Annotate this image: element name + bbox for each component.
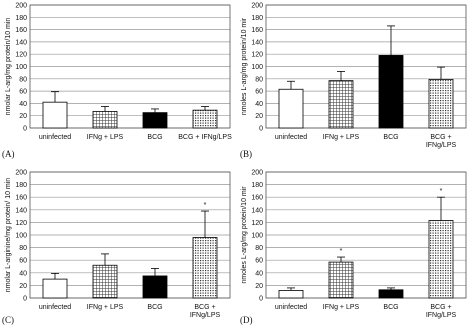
bar	[428, 220, 454, 299]
panel-label: (B)	[240, 149, 252, 159]
plot-frame	[29, 4, 231, 129]
x-tick-label: uninfected	[39, 304, 71, 311]
y-tick-label: 180	[251, 15, 263, 22]
panel-label: (D)	[240, 315, 253, 325]
y-tick-label: 180	[15, 15, 27, 22]
y-tick-label: 140	[251, 207, 263, 214]
y-tick-label: 20	[255, 283, 263, 290]
y-tick-label: 120	[251, 220, 263, 227]
y-tick-label: 100	[251, 64, 263, 71]
bar	[192, 237, 218, 299]
bar	[192, 109, 218, 129]
x-tick-label: uninfected	[39, 134, 71, 141]
bar	[42, 101, 68, 129]
y-axis-label: nmoles L-arg/mg protein/10 mir	[241, 17, 248, 115]
panel-label: (C)	[2, 315, 14, 325]
y-tick-label: 80	[255, 245, 263, 252]
x-tick-label: BCG + IFNg/LPS	[190, 304, 221, 319]
plot-frame	[265, 4, 467, 129]
significance-mark: *	[204, 202, 207, 209]
y-tick-label: 140	[15, 39, 27, 46]
y-tick-label: 200	[251, 170, 263, 177]
y-tick-label: 180	[251, 182, 263, 189]
y-tick-label: 120	[15, 52, 27, 59]
y-tick-label: 140	[15, 207, 27, 214]
bar	[278, 88, 304, 129]
y-tick-label: 60	[255, 89, 263, 96]
bar	[428, 79, 454, 129]
panel-label: (A)	[2, 149, 15, 159]
y-tick-label: 80	[19, 245, 27, 252]
x-tick-label: BCG + IFNg/LPS	[426, 134, 457, 149]
x-tick-label: uninfected	[275, 304, 307, 311]
bar	[92, 264, 118, 299]
x-tick-label: IFNg + LPS	[323, 304, 360, 311]
y-tick-label: 0	[259, 126, 263, 133]
y-tick-label: 120	[251, 52, 263, 59]
bar	[142, 112, 168, 129]
y-tick-label: 100	[15, 233, 27, 240]
y-tick-label: 160	[251, 27, 263, 34]
y-tick-label: 40	[255, 270, 263, 277]
y-tick-label: 200	[251, 3, 263, 10]
y-tick-label: 0	[259, 296, 263, 303]
y-tick-label: 140	[251, 39, 263, 46]
y-tick-label: 120	[15, 220, 27, 227]
x-tick-label: BCG	[383, 134, 398, 141]
bar	[328, 80, 354, 129]
significance-mark: *	[340, 248, 343, 255]
y-tick-label: 100	[251, 233, 263, 240]
x-tick-label: IFNg + LPS	[87, 304, 124, 311]
x-tick-label: uninfected	[275, 134, 307, 141]
y-tick-label: 20	[19, 113, 27, 120]
bar	[328, 261, 354, 299]
y-tick-label: 80	[255, 76, 263, 83]
significance-mark: *	[440, 188, 443, 195]
x-tick-label: BCG	[147, 134, 162, 141]
y-tick-label: 100	[15, 64, 27, 71]
y-axis-label: nmolar L-arg/mg protein/10 min	[5, 18, 12, 116]
y-tick-label: 200	[15, 170, 27, 177]
bar	[378, 289, 404, 299]
y-tick-label: 200	[15, 3, 27, 10]
y-tick-label: 0	[23, 126, 27, 133]
bar	[42, 278, 68, 299]
y-tick-label: 40	[255, 101, 263, 108]
y-tick-label: 80	[19, 76, 27, 83]
plot-frame	[29, 171, 231, 299]
bar	[378, 55, 404, 129]
x-tick-label: IFNg + LPS	[323, 134, 360, 141]
y-tick-label: 160	[251, 195, 263, 202]
y-tick-label: 60	[255, 258, 263, 265]
y-tick-label: 60	[19, 89, 27, 96]
y-tick-label: 40	[19, 101, 27, 108]
y-axis-label: nmoles L-arg/mg protein/10 mir	[241, 186, 248, 284]
plot-frame	[265, 171, 467, 299]
y-tick-label: 160	[15, 195, 27, 202]
y-tick-label: 160	[15, 27, 27, 34]
y-tick-label: 60	[19, 258, 27, 265]
x-tick-label: IFNg + LPS	[87, 134, 124, 141]
y-tick-label: 20	[255, 113, 263, 120]
x-tick-label: BCG + IFNg/LPS	[178, 134, 232, 141]
y-tick-label: 180	[15, 182, 27, 189]
y-axis-label: nmolar L-arginine/mg protein/ 10 min	[5, 178, 12, 292]
x-tick-label: BCG + IFNg/LPS	[426, 304, 457, 319]
y-tick-label: 40	[19, 270, 27, 277]
x-tick-label: BCG	[383, 304, 398, 311]
bar	[278, 290, 304, 299]
x-tick-label: BCG	[147, 304, 162, 311]
bar	[142, 275, 168, 299]
bar	[92, 110, 118, 129]
y-tick-label: 20	[19, 283, 27, 290]
y-tick-label: 0	[23, 296, 27, 303]
